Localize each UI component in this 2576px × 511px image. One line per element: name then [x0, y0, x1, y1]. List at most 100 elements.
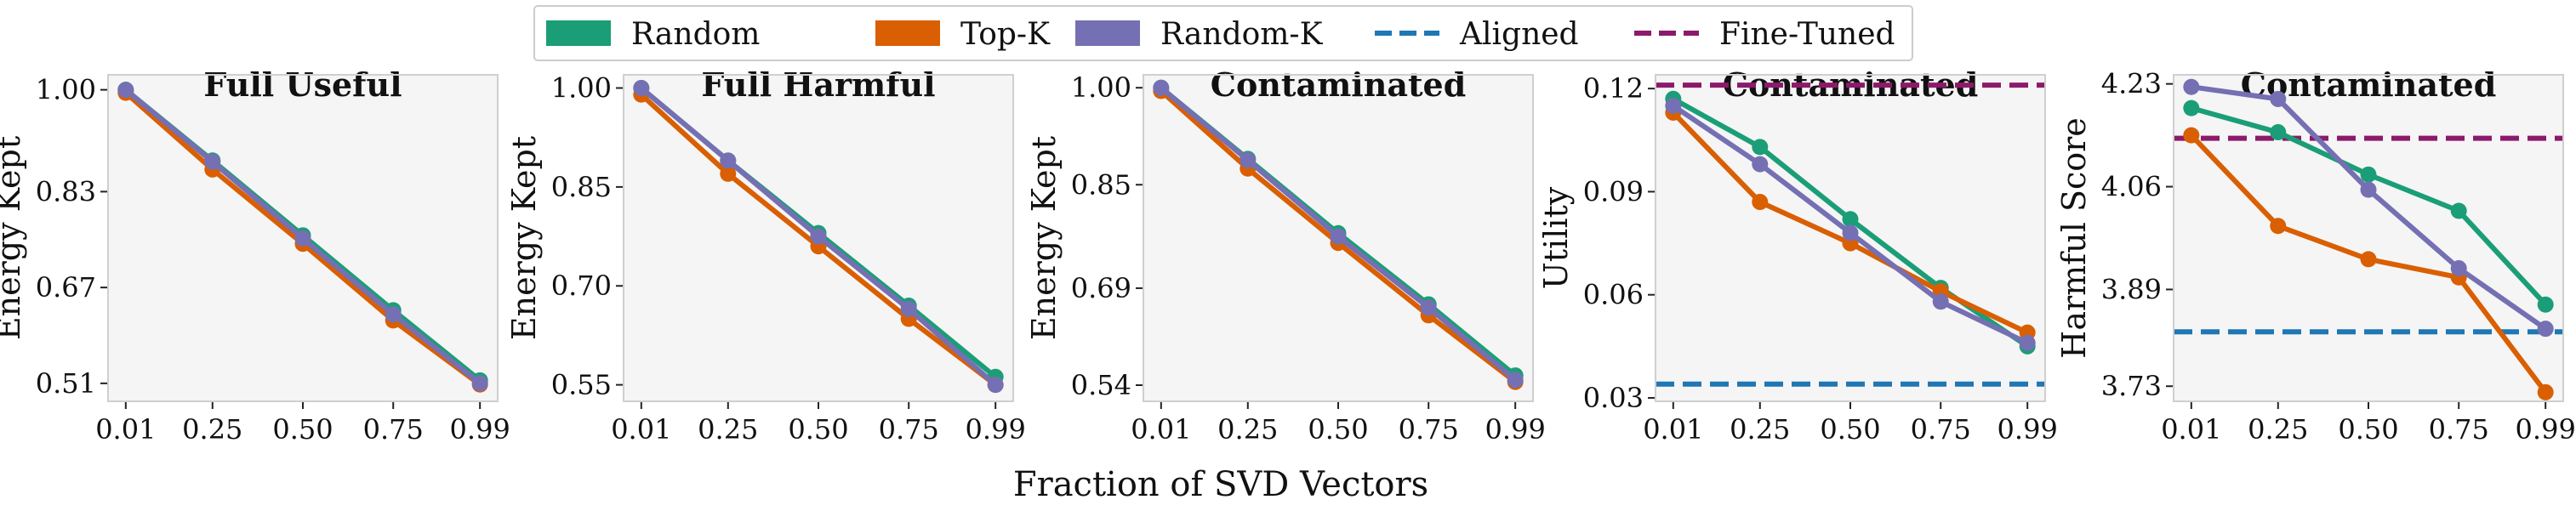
y-axis-label: Energy Kept [1025, 136, 1063, 340]
data-point-random-k [1153, 79, 1170, 96]
x-tick-label: 0.50 [2338, 413, 2398, 446]
series-random-k [1153, 79, 1524, 389]
panel-1: Full Useful Energy Kept 0.51 0.67 0.83 1.00 0.… [0, 65, 510, 446]
data-point-top-k [720, 165, 737, 182]
data-point-random-k [2450, 260, 2467, 277]
axes-frame [1143, 74, 1534, 402]
y-tick-label: 0.85 [1071, 168, 1131, 201]
y-tick-label: 1.00 [1071, 71, 1131, 104]
y-tick-label: 0.85 [551, 171, 612, 203]
legend-entry-random: Random [546, 17, 760, 52]
x-tick-label: 0.75 [2429, 413, 2489, 446]
y-tick-label: 0.83 [36, 175, 96, 207]
legend-entry-top-k: Top-K [875, 17, 1051, 52]
x-tick-label: 0.25 [1217, 413, 1278, 446]
legend-entry-aligned: Aligned [1375, 17, 1579, 52]
axes-frame [623, 74, 1014, 402]
data-point-random-k [810, 228, 827, 245]
y-tick-label: 0.51 [36, 367, 96, 400]
data-point-random-k [987, 377, 1004, 394]
x-tick-label: 0.01 [1131, 413, 1191, 446]
data-point-random-k [900, 300, 917, 317]
y-tick-label: 1.00 [551, 72, 612, 105]
legend-frame [533, 5, 1913, 61]
y-tick-label: 0.69 [1071, 272, 1131, 304]
y-axis-label: Energy Kept [505, 136, 543, 340]
x-tick-label: 0.75 [363, 413, 424, 446]
data-point-top-k [2270, 218, 2287, 235]
series-random-k [2183, 78, 2554, 338]
data-point-random-k [294, 230, 311, 247]
data-point-random-k [1932, 293, 1949, 310]
x-axis-label: Fraction of SVD Vectors [1013, 465, 1428, 504]
data-point-random [1752, 139, 1769, 156]
y-tick-label: 0.03 [1583, 382, 1644, 414]
x-tick-label: 0.99 [2516, 413, 2576, 446]
y-tick-label: 0.67 [36, 271, 96, 304]
legend-label: Aligned [1459, 17, 1579, 52]
legend-entry-random-k: Random-K [1075, 17, 1324, 52]
data-point-random-k [2183, 78, 2200, 95]
data-point-random [1842, 211, 1859, 228]
data-point-random [2450, 202, 2467, 219]
x-tick-label: 0.01 [611, 413, 671, 446]
data-point-top-k [2183, 127, 2200, 144]
data-point-random-k [2360, 181, 2377, 198]
y-tick-label: 0.12 [1583, 72, 1644, 105]
data-point-random-k [385, 306, 402, 323]
data-point-random [2537, 296, 2554, 313]
legend-label: Random-K [1160, 17, 1324, 52]
y-tick-label: 0.55 [551, 369, 612, 401]
data-point-random-k [2019, 334, 2036, 351]
y-tick-label: 0.70 [551, 270, 612, 302]
x-tick-label: 0.25 [1730, 413, 1790, 446]
data-point-random-k [2537, 321, 2554, 338]
data-point-random [2360, 166, 2377, 183]
y-tick-label: 4.23 [2101, 68, 2162, 100]
data-point-top-k [2360, 251, 2377, 268]
data-point-random-k [1507, 372, 1524, 389]
panel-title: Contaminated [1211, 65, 1467, 104]
y-tick-label: 0.06 [1583, 279, 1644, 311]
data-point-random [2183, 99, 2200, 116]
x-tick-label: 0.50 [788, 413, 848, 446]
y-tick-label: 3.89 [2101, 273, 2162, 305]
y-tick-label: 1.00 [36, 74, 96, 106]
panel-title: Full Harmful [701, 65, 935, 104]
y-axis-label: Energy Kept [0, 136, 27, 340]
y-tick-label: 0.54 [1071, 369, 1131, 401]
y-axis-label: Harmful Score [2055, 117, 2093, 359]
series-random-k [117, 82, 488, 392]
data-point-random-k [720, 152, 737, 169]
legend-swatch [546, 20, 611, 46]
legend-label: Top-K [960, 17, 1051, 52]
data-point-random-k [633, 80, 650, 97]
series-random [2183, 99, 2554, 313]
data-point-random-k [1665, 97, 1682, 114]
data-point-random-k [2270, 90, 2287, 107]
data-point-random-k [1752, 156, 1769, 173]
data-point-random-k [1842, 224, 1859, 241]
legend: Random Top-K Random-K Aligned Fine-Tuned [533, 5, 1913, 61]
panel-title: Full Useful [203, 65, 402, 104]
data-point-top-k [2537, 383, 2554, 400]
x-tick-label: 0.75 [879, 413, 939, 446]
y-axis-label: Utility [1537, 186, 1575, 289]
y-tick-label: 4.06 [2101, 171, 2162, 203]
x-tick-label: 0.50 [1820, 413, 1880, 446]
series-top-k [2183, 127, 2554, 400]
data-point-random-k [117, 82, 134, 99]
legend-swatch [1075, 20, 1140, 46]
data-point-random-k [471, 375, 488, 392]
x-tick-label: 0.50 [1308, 413, 1368, 446]
x-tick-label: 0.75 [1911, 413, 1971, 446]
legend-swatch [875, 20, 940, 46]
legend-label: Random [631, 17, 760, 52]
y-tick-label: 0.09 [1583, 175, 1644, 207]
axes-frame [107, 74, 499, 402]
x-tick-label: 0.50 [272, 413, 333, 446]
